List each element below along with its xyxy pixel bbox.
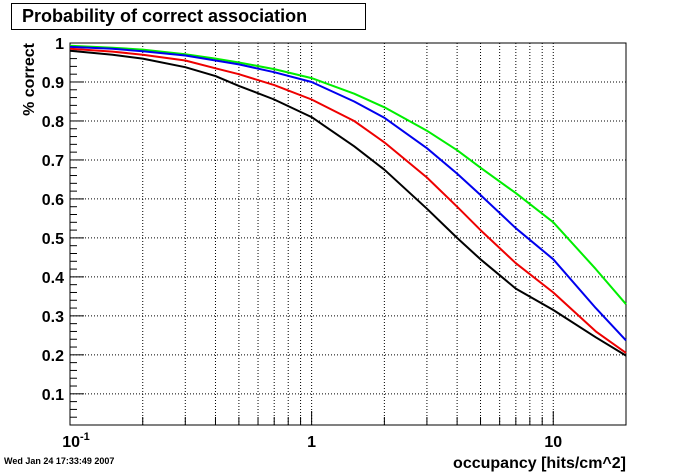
- x-tick-label: 1: [307, 434, 316, 451]
- plot-frame: [69, 42, 627, 426]
- timestamp: Wed Jan 24 17:33:49 2007: [4, 456, 115, 466]
- series-line-1: [69, 44, 627, 305]
- plot-border: [69, 42, 627, 426]
- series-lines: [69, 44, 627, 357]
- x-tick-labels: 10-1 1 10: [62, 431, 562, 451]
- chart-title: Probability of correct association: [11, 3, 366, 30]
- x-tick-label: 10: [544, 434, 562, 451]
- y-tick-label: 0.2: [42, 348, 64, 365]
- series-line-2: [69, 45, 627, 342]
- y-tick-labels: 0.1 0.2 0.3 0.4 0.5 0.6 0.7 0.8 0.9 1: [42, 36, 64, 404]
- y-tick-label: 0.9: [42, 75, 64, 92]
- y-tick-label: 0.6: [42, 192, 64, 209]
- series-line-3: [69, 47, 627, 354]
- y-tick-label: 1: [55, 36, 64, 53]
- y-tick-label: 0.7: [42, 153, 64, 170]
- x-axis-label: occupancy [hits/cm^2]: [453, 455, 626, 472]
- y-tick-label: 0.1: [42, 387, 64, 404]
- x-tick-label: 10-1: [62, 431, 90, 451]
- y-axis-label: % correct: [21, 42, 38, 116]
- y-tick-label: 0.8: [42, 114, 64, 131]
- y-tick-label: 0.3: [42, 309, 64, 326]
- y-tick-label: 0.5: [42, 231, 64, 248]
- series-line-4: [69, 49, 627, 357]
- axis-ticks: [69, 42, 627, 426]
- y-tick-label: 0.4: [42, 270, 64, 287]
- grid-lines: [70, 43, 626, 425]
